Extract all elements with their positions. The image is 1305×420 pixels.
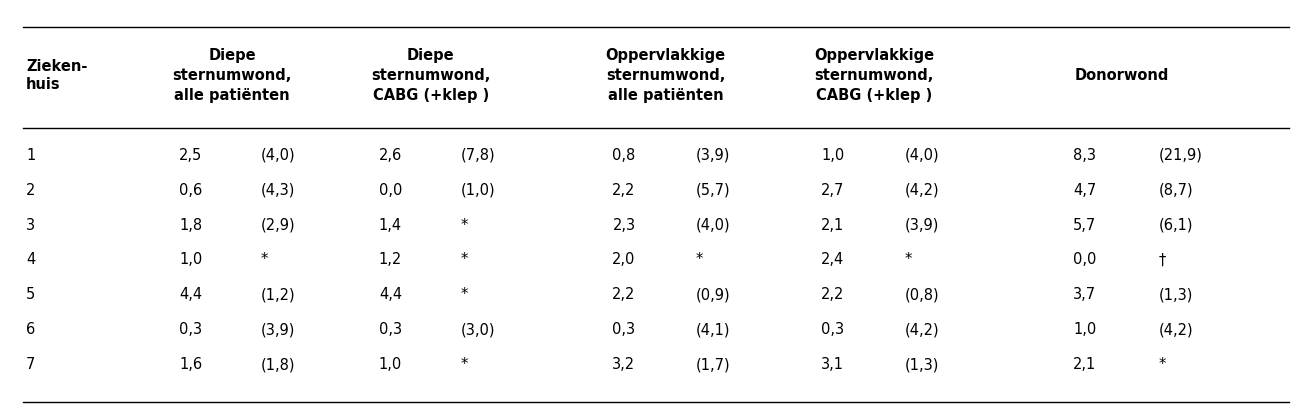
Text: 0,0: 0,0 xyxy=(378,183,402,198)
Text: (6,1): (6,1) xyxy=(1159,218,1193,233)
Text: (0,8): (0,8) xyxy=(904,287,940,302)
Text: 2,5: 2,5 xyxy=(179,148,202,163)
Text: Oppervlakkige
sternumwond,
CABG (+klep ): Oppervlakkige sternumwond, CABG (+klep ) xyxy=(814,48,934,103)
Text: 1,6: 1,6 xyxy=(179,357,202,372)
Text: *: * xyxy=(1159,357,1167,372)
Text: 2,7: 2,7 xyxy=(821,183,844,198)
Text: 1,4: 1,4 xyxy=(378,218,402,233)
Text: 4: 4 xyxy=(26,252,35,268)
Text: (4,0): (4,0) xyxy=(696,218,731,233)
Text: (7,8): (7,8) xyxy=(461,148,496,163)
Text: (21,9): (21,9) xyxy=(1159,148,1203,163)
Text: (4,1): (4,1) xyxy=(696,322,729,337)
Text: 5: 5 xyxy=(26,287,35,302)
Text: Oppervlakkige
sternumwond,
alle patiënten: Oppervlakkige sternumwond, alle patiënte… xyxy=(606,48,726,103)
Text: 4,7: 4,7 xyxy=(1073,183,1096,198)
Text: *: * xyxy=(904,252,912,268)
Text: 3,1: 3,1 xyxy=(821,357,844,372)
Text: †: † xyxy=(1159,252,1167,268)
Text: 4,4: 4,4 xyxy=(378,287,402,302)
Text: 5,7: 5,7 xyxy=(1073,218,1096,233)
Text: 1,0: 1,0 xyxy=(821,148,844,163)
Text: 2: 2 xyxy=(26,183,35,198)
Text: (8,7): (8,7) xyxy=(1159,183,1194,198)
Text: 6: 6 xyxy=(26,322,35,337)
Text: 1: 1 xyxy=(26,148,35,163)
Text: Diepe
sternumwond,
CABG (+klep ): Diepe sternumwond, CABG (+klep ) xyxy=(371,48,491,103)
Text: (4,2): (4,2) xyxy=(904,183,940,198)
Text: 2,6: 2,6 xyxy=(378,148,402,163)
Text: Zieken-
huis: Zieken- huis xyxy=(26,59,87,92)
Text: (4,2): (4,2) xyxy=(1159,322,1194,337)
Text: 0,3: 0,3 xyxy=(612,322,636,337)
Text: 4,4: 4,4 xyxy=(179,287,202,302)
Text: 0,3: 0,3 xyxy=(179,322,202,337)
Text: 0,3: 0,3 xyxy=(378,322,402,337)
Text: (1,8): (1,8) xyxy=(261,357,295,372)
Text: (0,9): (0,9) xyxy=(696,287,731,302)
Text: 3,2: 3,2 xyxy=(612,357,636,372)
Text: (4,0): (4,0) xyxy=(261,148,296,163)
Text: Diepe
sternumwond,
alle patiënten: Diepe sternumwond, alle patiënten xyxy=(172,48,292,103)
Text: 1,0: 1,0 xyxy=(1073,322,1096,337)
Text: 1,0: 1,0 xyxy=(378,357,402,372)
Text: (4,2): (4,2) xyxy=(904,322,940,337)
Text: (1,3): (1,3) xyxy=(1159,287,1193,302)
Text: 2,1: 2,1 xyxy=(821,218,844,233)
Text: *: * xyxy=(261,252,269,268)
Text: 1,8: 1,8 xyxy=(179,218,202,233)
Text: 0,6: 0,6 xyxy=(179,183,202,198)
Text: 1,2: 1,2 xyxy=(378,252,402,268)
Text: *: * xyxy=(461,357,468,372)
Text: (3,9): (3,9) xyxy=(696,148,729,163)
Text: 2,2: 2,2 xyxy=(821,287,844,302)
Text: *: * xyxy=(696,252,703,268)
Text: (2,9): (2,9) xyxy=(261,218,296,233)
Text: 0,3: 0,3 xyxy=(821,322,844,337)
Text: 1,0: 1,0 xyxy=(179,252,202,268)
Text: 8,3: 8,3 xyxy=(1073,148,1096,163)
Text: (3,0): (3,0) xyxy=(461,322,495,337)
Text: 0,8: 0,8 xyxy=(612,148,636,163)
Text: (3,9): (3,9) xyxy=(904,218,938,233)
Text: 2,2: 2,2 xyxy=(612,287,636,302)
Text: 7: 7 xyxy=(26,357,35,372)
Text: (3,9): (3,9) xyxy=(261,322,295,337)
Text: Donorwond: Donorwond xyxy=(1075,68,1169,83)
Text: 3: 3 xyxy=(26,218,35,233)
Text: (1,7): (1,7) xyxy=(696,357,731,372)
Text: 2,1: 2,1 xyxy=(1073,357,1096,372)
Text: *: * xyxy=(461,218,468,233)
Text: 2,2: 2,2 xyxy=(612,183,636,198)
Text: (1,2): (1,2) xyxy=(261,287,296,302)
Text: 2,3: 2,3 xyxy=(612,218,636,233)
Text: (5,7): (5,7) xyxy=(696,183,731,198)
Text: (4,3): (4,3) xyxy=(261,183,295,198)
Text: *: * xyxy=(461,252,468,268)
Text: 2,0: 2,0 xyxy=(612,252,636,268)
Text: (4,0): (4,0) xyxy=(904,148,940,163)
Text: (1,3): (1,3) xyxy=(904,357,938,372)
Text: 3,7: 3,7 xyxy=(1073,287,1096,302)
Text: 2,4: 2,4 xyxy=(821,252,844,268)
Text: *: * xyxy=(461,287,468,302)
Text: (1,0): (1,0) xyxy=(461,183,496,198)
Text: 0,0: 0,0 xyxy=(1073,252,1096,268)
